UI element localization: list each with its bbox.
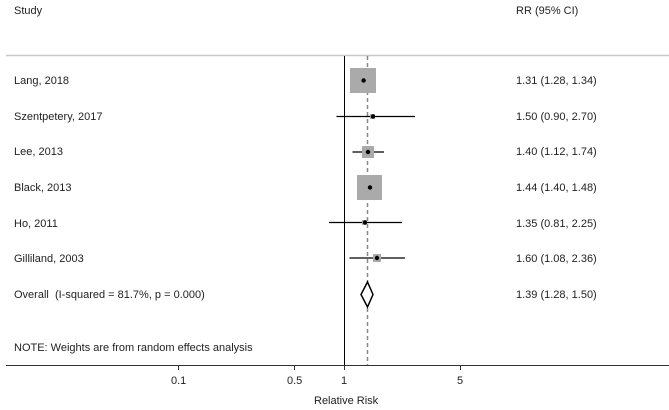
ci-value: 1.31 (1.28, 1.34) xyxy=(516,75,597,87)
weights-note: NOTE: Weights are from random effects an… xyxy=(14,342,253,354)
study-marker-lang xyxy=(350,68,376,93)
tick-label-0.1: 0.1 xyxy=(171,375,187,387)
study-label: Ho, 2011 xyxy=(14,218,58,230)
x-axis-ticks xyxy=(178,365,461,370)
tick-label-0.5: 0.5 xyxy=(287,375,303,387)
ci-value: 1.40 (1.12, 1.74) xyxy=(516,146,597,158)
study-marker-ho xyxy=(329,220,402,225)
overall-label: Overall (I-squared = 81.7%, p = 0.000) xyxy=(14,289,205,301)
ci-value: 1.35 (0.81, 2.25) xyxy=(516,218,597,230)
study-marker-szentpetery xyxy=(336,114,415,119)
study-label: Lang, 2018 xyxy=(14,75,70,87)
ci-value: 1.44 (1.40, 1.48) xyxy=(516,182,597,194)
study-label: Lee, 2013 xyxy=(14,146,63,158)
study-column-header: Study xyxy=(14,5,43,17)
tick-label-1: 1 xyxy=(341,375,348,387)
tick-label-5: 5 xyxy=(457,375,464,387)
ci-value: 1.50 (0.90, 2.70) xyxy=(516,111,597,123)
study-marker-lee xyxy=(352,146,384,158)
study-marker-black xyxy=(357,175,382,200)
overall-ci-value: 1.39 (1.28, 1.50) xyxy=(516,289,597,301)
study-label: Szentpetery, 2017 xyxy=(14,111,103,123)
study-marker-gilliland xyxy=(349,254,405,262)
study-label: Gilliland, 2003 xyxy=(14,253,84,265)
effect-column-header: RR (95% CI) xyxy=(516,5,579,17)
study-label: Black, 2013 xyxy=(14,182,72,194)
x-axis-title: Relative Risk xyxy=(314,395,379,407)
ci-value: 1.60 (1.08, 2.36) xyxy=(516,253,597,265)
overall-diamond xyxy=(360,280,374,309)
